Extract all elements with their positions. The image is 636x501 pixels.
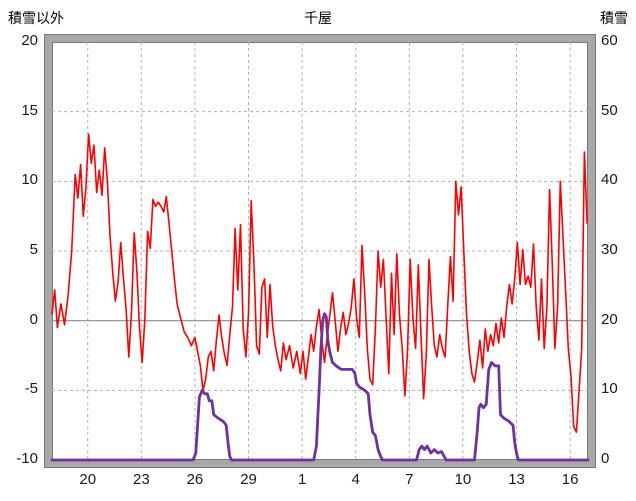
y-axis-left-tick: 0 [29, 310, 38, 328]
x-axis-tick: 23 [132, 471, 150, 488]
y-axis-left-tick: -5 [24, 380, 38, 398]
y-axis-right-tick: 30 [601, 241, 618, 258]
y-axis-left-tick: -10 [16, 450, 38, 467]
y-axis-left-tick: 10 [21, 171, 38, 189]
x-axis-tick: 26 [186, 471, 204, 488]
y-axis-right-tick: 10 [601, 380, 618, 398]
x-axis-tick: 7 [405, 471, 414, 488]
x-axis-tick: 1 [297, 471, 307, 488]
x-axis-tick: 10 [454, 471, 472, 488]
right-axis-title: 積雪 [600, 10, 628, 26]
left-axis-title: 積雪以外 [8, 10, 64, 26]
y-axis-right-tick: 20 [601, 310, 618, 328]
x-axis-tick: 29 [240, 471, 257, 488]
y-axis-right-tick: 0 [601, 450, 610, 467]
y-axis-right-tick: 60 [601, 32, 618, 49]
chart-title: 千屋 [304, 10, 332, 26]
x-axis-tick: 4 [351, 471, 360, 488]
y-axis-left-tick: 20 [21, 32, 38, 49]
y-axis-left-tick: 15 [21, 101, 38, 119]
y-axis-left-tick: 5 [29, 241, 38, 258]
y-axis-right-tick: 50 [601, 101, 618, 119]
x-axis-tick: 20 [79, 471, 97, 488]
y-axis-right-tick: 40 [601, 171, 618, 189]
x-axis-tick: 16 [561, 471, 579, 488]
x-axis-tick: 13 [508, 471, 525, 488]
chart-frame [44, 34, 596, 468]
